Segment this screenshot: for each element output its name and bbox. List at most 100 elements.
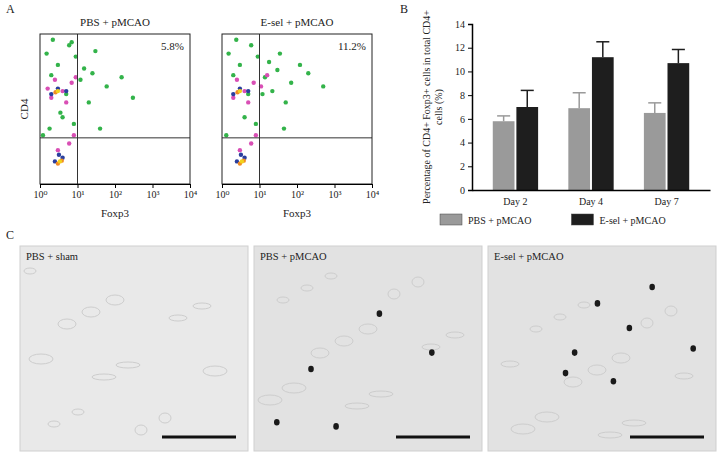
x-axis: 10⁰10¹10²10³10⁴ xyxy=(215,184,379,200)
tissue-texture xyxy=(335,336,353,346)
event-dot xyxy=(72,122,76,126)
tick-label: 0 xyxy=(460,185,465,196)
bar xyxy=(668,63,690,190)
event-dot xyxy=(234,38,238,42)
event-dot xyxy=(53,78,57,82)
bar xyxy=(592,57,614,190)
tick: 10⁰ xyxy=(33,184,47,200)
bar xyxy=(493,121,515,190)
tick-mark xyxy=(297,184,298,188)
event-dot xyxy=(275,68,279,72)
tissue-texture xyxy=(135,425,147,435)
event-dot xyxy=(45,86,49,90)
tissue-texture xyxy=(106,295,124,305)
event-dot xyxy=(251,81,255,85)
tissue-texture xyxy=(311,348,329,358)
axis-line xyxy=(41,185,191,189)
event-dot xyxy=(246,89,250,93)
legend-item: E-sel + pMCAO xyxy=(571,214,665,226)
tissue-texture xyxy=(412,277,424,287)
tissue-texture xyxy=(535,412,559,422)
event-dot xyxy=(119,75,123,79)
legend-label: E-sel + pMCAO xyxy=(599,215,665,226)
event-dot xyxy=(58,159,62,163)
tick: Day 7 xyxy=(654,190,678,207)
stained-cell xyxy=(611,378,617,385)
event-dot xyxy=(298,63,302,67)
micrograph: PBS + pMCAO xyxy=(254,246,482,451)
tissue-texture xyxy=(301,285,313,291)
annotation: 11.2% xyxy=(338,40,366,52)
event-dot xyxy=(238,89,242,93)
event-dot xyxy=(265,73,269,77)
stained-cell xyxy=(572,349,578,356)
event-dot xyxy=(306,71,310,75)
event-dot xyxy=(235,78,239,82)
error-bar xyxy=(497,116,510,121)
event-dot xyxy=(57,153,61,157)
event-dot xyxy=(131,96,135,100)
tissue-texture xyxy=(345,403,369,409)
panel-label: A xyxy=(6,2,15,16)
event-dot xyxy=(104,84,108,88)
tick-mark xyxy=(468,24,472,25)
event-dot xyxy=(64,100,68,104)
tissue-texture xyxy=(369,391,393,397)
image-title: E-sel + pMCAO xyxy=(494,251,564,262)
bar xyxy=(644,113,666,190)
tick-label: 10¹ xyxy=(72,189,85,200)
event-dot xyxy=(69,40,73,44)
bar xyxy=(568,108,590,190)
tissue-texture xyxy=(193,303,211,309)
x-axis: 10⁰10¹10²10³10⁴ xyxy=(33,184,197,200)
stained-cell xyxy=(627,325,633,332)
tick-label: Day 2 xyxy=(503,196,527,207)
tick-mark xyxy=(222,184,223,188)
event-dot xyxy=(67,141,71,145)
y-axis: 02468101214 xyxy=(455,19,473,196)
panel-label: C xyxy=(6,228,14,242)
event-dot xyxy=(82,66,86,70)
tick-label: 14 xyxy=(455,19,465,30)
tick-mark xyxy=(40,184,41,188)
image-background xyxy=(488,246,716,451)
tick: 10¹ xyxy=(254,184,267,200)
tick-label: 10³ xyxy=(147,189,160,200)
tissue-texture xyxy=(58,319,76,329)
y-axis-title: CD4 xyxy=(18,98,30,119)
stained-cell xyxy=(429,349,435,356)
x-axis-title: Foxp3 xyxy=(283,207,312,219)
legend-item: PBS + pMCAO xyxy=(440,214,531,226)
event-dot xyxy=(224,133,228,137)
tissue-texture xyxy=(665,306,677,316)
error-cap xyxy=(648,102,661,104)
tick-label: 8 xyxy=(460,90,465,101)
event-dot xyxy=(278,51,282,55)
tick: 10² xyxy=(109,184,122,200)
panel-label: B xyxy=(400,2,408,16)
image-title: PBS + pMCAO xyxy=(260,251,327,262)
tick-label: 10¹ xyxy=(254,189,267,200)
tick: 14 xyxy=(455,19,472,30)
event-dot xyxy=(282,126,286,130)
x-axis-title: Foxp3 xyxy=(101,207,130,219)
tick: Day 4 xyxy=(579,190,603,207)
axis-line xyxy=(223,185,373,189)
tick-label: 12 xyxy=(455,42,465,53)
event-dot xyxy=(226,51,230,55)
stained-cell xyxy=(690,345,696,352)
error-bar xyxy=(648,103,661,113)
tick: 2 xyxy=(460,161,472,172)
tick-label: 10² xyxy=(291,189,304,200)
error-cap xyxy=(596,41,609,43)
tissue-texture xyxy=(82,307,100,317)
chart-title: PBS + pMCAO xyxy=(80,16,150,28)
stained-cell xyxy=(563,370,569,377)
tick-label: 2 xyxy=(460,161,465,172)
event-dot xyxy=(44,51,48,55)
event-dot xyxy=(289,81,293,85)
legend-label: PBS + pMCAO xyxy=(468,215,531,226)
tissue-texture xyxy=(388,289,400,299)
tick-mark xyxy=(468,166,472,167)
event-dot xyxy=(239,153,243,157)
